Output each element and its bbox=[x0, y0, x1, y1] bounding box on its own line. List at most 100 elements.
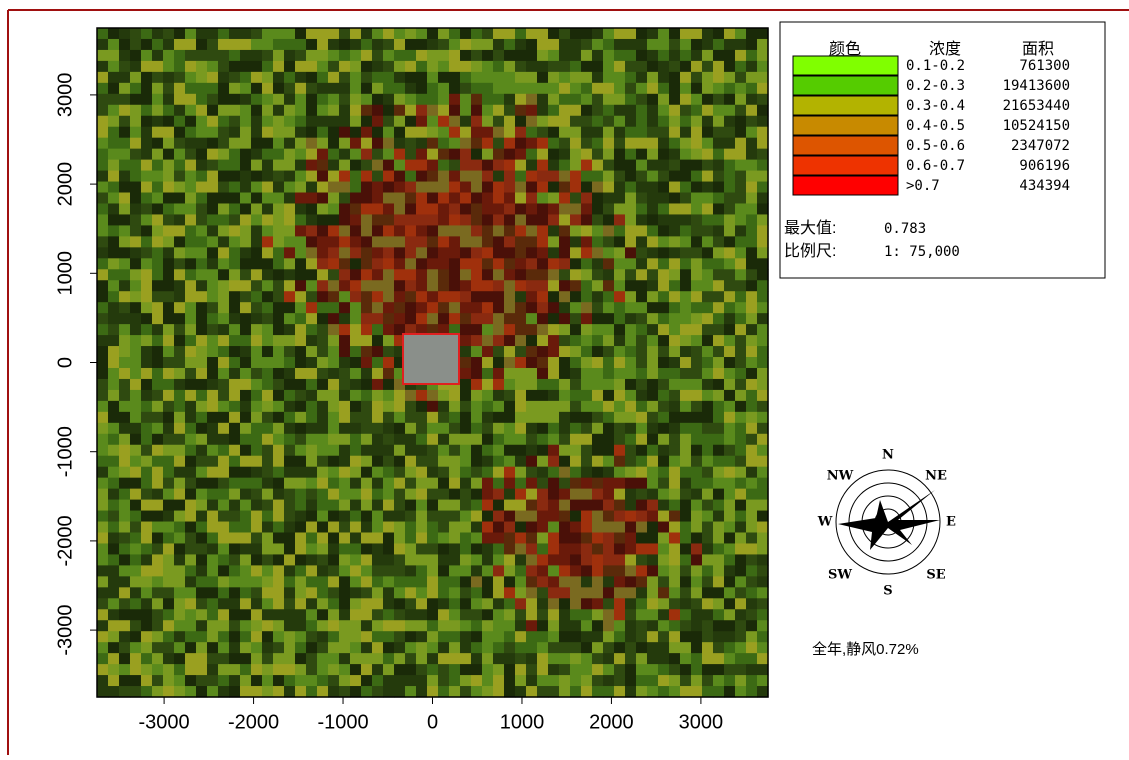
raster-cell bbox=[504, 543, 516, 555]
raster-cell bbox=[603, 631, 615, 643]
raster-cell bbox=[724, 302, 736, 314]
raster-cell bbox=[482, 225, 494, 237]
raster-cell bbox=[680, 214, 692, 226]
raster-cell bbox=[713, 598, 725, 610]
raster-cell bbox=[702, 171, 714, 183]
raster-cell bbox=[185, 50, 197, 62]
raster-cell bbox=[405, 269, 417, 281]
raster-cell bbox=[515, 214, 527, 226]
raster-cell bbox=[240, 182, 252, 194]
raster-cell bbox=[636, 236, 648, 248]
raster-cell bbox=[746, 511, 758, 523]
raster-cell bbox=[658, 576, 670, 588]
raster-cell bbox=[625, 149, 637, 161]
raster-cell bbox=[163, 489, 175, 501]
raster-cell bbox=[405, 214, 417, 226]
raster-cell bbox=[702, 587, 714, 599]
y-tick-label: 1000 bbox=[54, 251, 76, 296]
raster-cell bbox=[735, 247, 747, 259]
raster-cell bbox=[669, 39, 681, 51]
raster-cell bbox=[207, 72, 219, 84]
raster-cell bbox=[526, 401, 538, 413]
raster-cell bbox=[548, 379, 560, 391]
raster-cell bbox=[515, 72, 527, 84]
raster-cell bbox=[460, 269, 472, 281]
raster-cell bbox=[218, 28, 230, 40]
raster-cell bbox=[757, 247, 769, 259]
raster-cell bbox=[746, 280, 758, 292]
raster-cell bbox=[328, 543, 340, 555]
raster-cell bbox=[581, 182, 593, 194]
raster-cell bbox=[207, 522, 219, 534]
raster-cell bbox=[163, 105, 175, 117]
raster-cell bbox=[207, 357, 219, 369]
raster-cell bbox=[262, 127, 274, 139]
raster-cell bbox=[405, 236, 417, 248]
raster-cell bbox=[427, 72, 439, 84]
raster-cell bbox=[493, 258, 505, 270]
raster-cell bbox=[658, 489, 670, 501]
raster-cell bbox=[119, 467, 131, 479]
raster-cell bbox=[185, 94, 197, 106]
raster-cell bbox=[471, 225, 483, 237]
raster-cell bbox=[240, 203, 252, 215]
raster-cell bbox=[163, 236, 175, 248]
raster-cell bbox=[251, 94, 263, 106]
raster-cell bbox=[229, 313, 241, 325]
raster-cell bbox=[438, 686, 450, 698]
raster-cell bbox=[350, 138, 362, 150]
raster-cell bbox=[361, 182, 373, 194]
raster-cell bbox=[141, 203, 153, 215]
raster-cell bbox=[427, 171, 439, 183]
raster-cell bbox=[482, 258, 494, 270]
raster-cell bbox=[317, 335, 329, 347]
raster-cell bbox=[383, 664, 395, 676]
raster-cell bbox=[273, 653, 285, 665]
raster-cell bbox=[152, 423, 164, 435]
raster-cell bbox=[548, 280, 560, 292]
raster-cell bbox=[724, 653, 736, 665]
raster-cell bbox=[361, 390, 373, 402]
raster-cell bbox=[196, 225, 208, 237]
raster-cell bbox=[713, 609, 725, 621]
raster-cell bbox=[119, 346, 131, 358]
raster-cell bbox=[262, 620, 274, 632]
raster-cell bbox=[163, 456, 175, 468]
raster-cell bbox=[295, 127, 307, 139]
raster-cell bbox=[108, 280, 120, 292]
raster-cell bbox=[174, 489, 186, 501]
raster-cell bbox=[625, 675, 637, 687]
raster-cell bbox=[218, 686, 230, 698]
raster-cell bbox=[141, 445, 153, 457]
raster-cell bbox=[647, 511, 659, 523]
raster-cell bbox=[724, 642, 736, 654]
raster-cell bbox=[152, 489, 164, 501]
raster-cell bbox=[328, 313, 340, 325]
raster-cell bbox=[493, 72, 505, 84]
raster-cell bbox=[438, 576, 450, 588]
raster-cell bbox=[317, 258, 329, 270]
raster-cell bbox=[141, 280, 153, 292]
raster-cell bbox=[735, 390, 747, 402]
raster-cell bbox=[691, 401, 703, 413]
raster-cell bbox=[757, 598, 769, 610]
raster-cell bbox=[669, 214, 681, 226]
raster-cell bbox=[284, 182, 296, 194]
raster-cell bbox=[251, 412, 263, 424]
raster-cell bbox=[449, 565, 461, 577]
raster-cell bbox=[196, 313, 208, 325]
raster-cell bbox=[328, 247, 340, 259]
raster-cell bbox=[350, 50, 362, 62]
raster-cell bbox=[471, 236, 483, 248]
raster-cell bbox=[185, 302, 197, 314]
raster-cell bbox=[669, 203, 681, 215]
raster-cell bbox=[240, 138, 252, 150]
raster-cell bbox=[229, 61, 241, 73]
raster-cell bbox=[691, 423, 703, 435]
raster-cell bbox=[757, 489, 769, 501]
raster-cell bbox=[317, 214, 329, 226]
raster-cell bbox=[603, 664, 615, 676]
raster-cell bbox=[174, 346, 186, 358]
raster-cell bbox=[273, 598, 285, 610]
raster-cell bbox=[526, 105, 538, 117]
